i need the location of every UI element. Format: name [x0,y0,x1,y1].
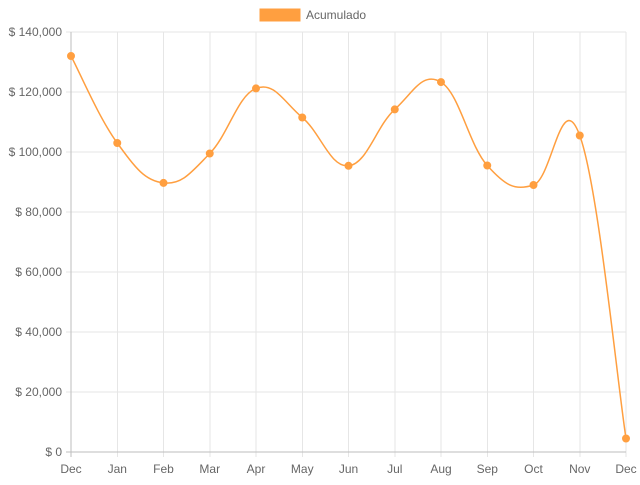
x-tick-label: Sep [477,462,499,476]
data-point[interactable] [390,105,399,114]
legend[interactable]: Acumulado [259,8,366,22]
data-point[interactable] [344,161,353,170]
x-tick-label: Aug [430,462,451,476]
x-tick-label: Jan [108,462,127,476]
x-tick-label: Jun [339,462,358,476]
y-tick-label: $ 40,000 [15,325,62,339]
x-tick-label: Oct [524,462,543,476]
x-tick-label: May [291,462,314,476]
x-tick-label: Apr [247,462,266,476]
data-point[interactable] [159,178,168,187]
y-tick-label: $ 80,000 [15,205,62,219]
data-point[interactable] [205,149,214,158]
series-layer [67,52,630,443]
axis-layer [70,32,626,453]
data-point[interactable] [575,131,584,140]
x-tick-label: Dec [615,462,636,476]
y-tick-label: $ 20,000 [15,385,62,399]
data-point[interactable] [622,434,630,443]
legend-label[interactable]: Acumulado [306,8,366,22]
series-line-acumulado [70,55,627,439]
grid-layer [66,31,627,457]
x-tick-label: Dec [60,462,81,476]
x-tick-label: Nov [569,462,590,476]
legend-swatch[interactable] [259,8,301,22]
y-tick-label: $ 60,000 [15,265,62,279]
data-point[interactable] [113,139,122,147]
data-point[interactable] [437,78,445,87]
data-point[interactable] [483,161,492,170]
x-tick-label: Feb [153,462,174,476]
x-axis-ticks: Dec Jan Feb Mar Apr May Jun Jul Aug Sep Oct Nov Dec [60,462,636,476]
data-point[interactable] [298,113,307,122]
x-tick-label: Mar [199,462,220,476]
y-axis-ticks: $ 0 $ 20,000 $ 40,000 $ 60,000 $ 80,000 $ 100… [9,25,63,459]
x-tick-label: Jul [387,462,402,476]
y-tick-label: $ 100,000 [9,145,63,159]
y-tick-label: $ 140,000 [9,25,63,39]
data-point[interactable] [67,52,75,60]
y-tick-label: $ 0 [45,445,62,459]
data-point[interactable] [252,84,260,93]
y-tick-label: $ 120,000 [9,85,63,99]
data-point[interactable] [529,181,538,189]
